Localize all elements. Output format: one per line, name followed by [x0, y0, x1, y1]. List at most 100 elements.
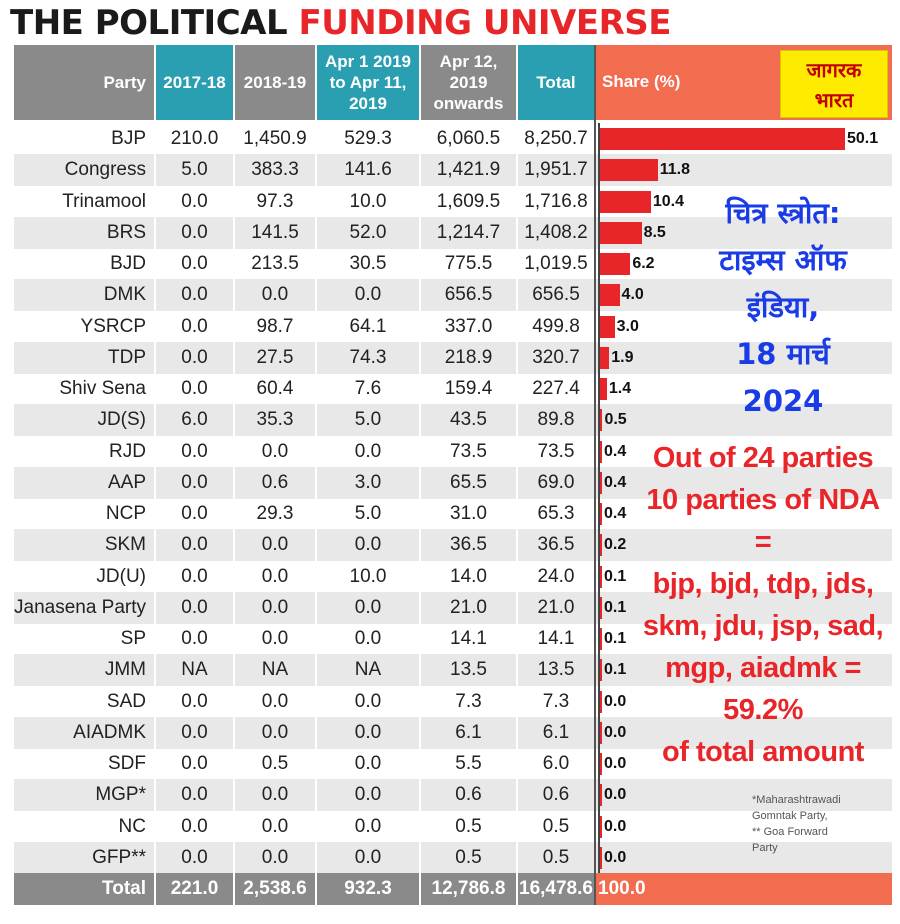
cell-2017-18: 0.0: [181, 534, 208, 556]
header-label-line: 2019: [449, 73, 488, 92]
cell-party: RJD: [109, 440, 146, 462]
share-label: 0.4: [604, 473, 627, 491]
cell-2018-19: 0.0: [261, 846, 289, 868]
column-divider: [315, 45, 317, 905]
cell-total: 1,408.2: [524, 221, 588, 243]
share-bar: [600, 815, 602, 838]
table-row: GFP** 0.0 0.0 0.0 0.5 0.5 0.0: [14, 841, 892, 874]
table-row: BJD 0.0 213.5 30.5 775.5 1,019.5 6.2: [14, 248, 892, 280]
cell-apr1: 10.0: [349, 190, 387, 212]
cell-apr12: 73.5: [450, 440, 487, 462]
cell-2018-19: 0.0: [261, 815, 289, 837]
table-row: SP 0.0 0.0 0.0 14.1 14.1 0.1: [14, 623, 892, 655]
total-label: Total: [102, 878, 146, 899]
header-total: Total: [518, 45, 594, 120]
cell-2018-19: 98.7: [256, 315, 294, 337]
cell-total: 73.5: [537, 440, 575, 462]
cell-2017-18: 0.0: [181, 628, 208, 649]
cell-apr1: 0.0: [354, 534, 382, 556]
header-label: 2018-19: [244, 72, 306, 93]
cell-party: NC: [118, 815, 146, 837]
cell-party: Janasena Party: [14, 596, 147, 618]
cell-apr1: 5.0: [354, 503, 382, 524]
cell-party: JD(S): [97, 409, 146, 431]
cell-party: MGP*: [95, 784, 146, 806]
cell-party: JMM: [104, 659, 146, 681]
cell-party: Shiv Sena: [59, 378, 146, 399]
share-bar: [600, 690, 602, 713]
header-label-line: 2018-19: [243, 73, 307, 92]
header-label-line: Apr 12,: [439, 52, 498, 71]
bar-axis-line: [598, 123, 600, 873]
table-row: JD(U) 0.0 0.0 10.0 14.0 24.0 0.1: [14, 561, 892, 593]
cell-2017-18: 0.0: [181, 784, 208, 806]
cell-apr1: 64.1: [349, 315, 387, 337]
cell-apr12: 13.5: [450, 659, 487, 681]
cell-2018-19: NA: [261, 659, 289, 681]
cell-apr12: 65.5: [450, 471, 487, 493]
share-label: 0.1: [604, 567, 627, 585]
share-label: 0.4: [604, 505, 627, 522]
cell-apr12: 656.5: [444, 284, 493, 306]
cell-total: 0.6: [542, 784, 570, 806]
cell-apr1: 0.0: [354, 690, 382, 712]
nda-line-2: 10 parties of NDA =: [646, 484, 880, 558]
share-bar: [600, 284, 620, 307]
table-row: DMK 0.0 0.0 0.0 656.5 656.5 4.0: [14, 279, 892, 312]
footnote-line-2: Gomntak Party,: [752, 810, 828, 822]
cell-party: SP: [120, 628, 146, 649]
table-row: TDP 0.0 27.5 74.3 218.9 320.7 1.9: [14, 341, 892, 374]
table-row: AIADMK 0.0 0.0 0.0 6.1 6.1 0.0: [14, 716, 892, 749]
share-label: 10.4: [652, 192, 684, 210]
cell-2017-18: 0.0: [181, 503, 208, 524]
cell-total: 14.1: [537, 628, 575, 649]
header-label: Total: [536, 72, 575, 93]
cell-party: BJD: [110, 253, 146, 274]
table-row: SDF 0.0 0.5 0.0 5.5 6.0 0.0: [14, 748, 892, 780]
cell-2018-19: 0.6: [261, 471, 289, 493]
cell-apr1: 52.0: [349, 221, 387, 243]
header-label-line: onwards: [433, 94, 504, 113]
share-bar: [600, 378, 607, 400]
cell-apr1: 10.0: [349, 565, 387, 587]
cell-party: JD(U): [96, 565, 146, 587]
cell-2018-19: 0.0: [261, 628, 289, 649]
cell-total: 7.3: [542, 690, 570, 712]
cell-total: 499.8: [532, 315, 580, 337]
share-label: 6.2: [632, 255, 655, 272]
table-row: JMM NA NA NA 13.5 13.5 0.1: [14, 654, 892, 687]
table-row: RJD 0.0 0.0 0.0 73.5 73.5 0.4: [14, 436, 892, 468]
nda-annotation: Out of 24 parties 10 parties of NDA = bj…: [636, 437, 890, 773]
cell-apr1: 0.0: [354, 440, 382, 462]
cell-2018-19: 0.0: [261, 440, 289, 462]
cell-2017-18: 0.0: [181, 190, 208, 212]
share-bar: [600, 846, 602, 869]
table-row: Trinamool 0.0 97.3 10.0 1,609.5 1,716.8 10.4: [14, 186, 892, 218]
header-label: Apr 12, 2019 onwards: [434, 51, 504, 114]
share-label: 0.1: [604, 630, 627, 647]
cell-apr12: 1,421.9: [436, 159, 501, 181]
footnote-line-3: ** Goa Forward: [752, 826, 828, 838]
share-label: 8.5: [643, 223, 666, 241]
cell-2017-18: 0.0: [181, 378, 208, 399]
nda-line-6: of total amount: [662, 736, 864, 768]
table-row: SKM 0.0 0.0 0.0 36.5 36.5 0.2: [14, 529, 892, 562]
share-bar: [600, 471, 602, 494]
table-row: Janasena Party 0.0 0.0 0.0 21.0 21.0 0.1: [14, 591, 892, 624]
share-bar: [600, 128, 845, 150]
cell-apr1: 3.0: [354, 471, 382, 493]
cell-total: 1,716.8: [524, 190, 588, 212]
cell-party: GFP**: [92, 846, 146, 868]
share-bar: [600, 596, 602, 619]
cell-apr1: 5.0: [354, 409, 382, 431]
cell-2018-19: 0.0: [261, 284, 289, 306]
total-2018-19: 2,538.6: [243, 878, 307, 899]
source-note: चित्र स्त्रोत: टाइम्स ऑफ इंडिया, 18 मार्…: [672, 190, 894, 425]
cell-apr12: 36.5: [450, 534, 487, 556]
share-bar: [600, 628, 602, 650]
cell-total: 13.5: [537, 659, 575, 681]
source-line-4: 18 मार्च: [736, 337, 830, 371]
cell-2018-19: 0.0: [261, 596, 289, 618]
header-label-line: to Apr 11,: [329, 73, 407, 92]
cell-party: Trinamool: [62, 190, 146, 212]
